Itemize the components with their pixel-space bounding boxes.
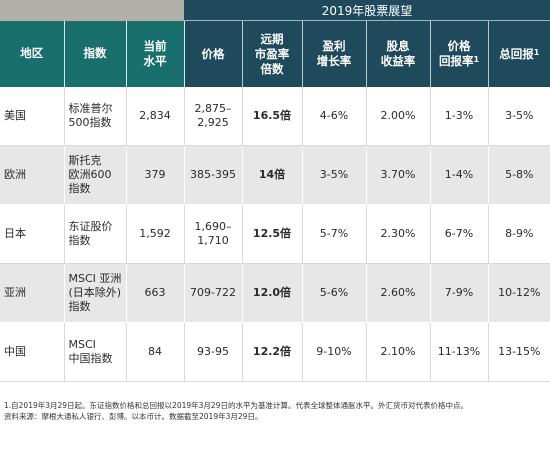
cell-current-level: 663 bbox=[126, 263, 185, 323]
cell-total-return: 10-12% bbox=[488, 263, 550, 323]
table-row: 中国 MSCI 中国指数 84 93-95 12.2倍 9-10% 2.10% … bbox=[0, 322, 550, 382]
table-row: 亚洲 MSCI 亚洲 (日本除外) 指数 663 709-722 12.0倍 5… bbox=[0, 263, 550, 323]
table-row: 日本 东证股价 指数 1,592 1,690– 1,710 12.5倍 5-7%… bbox=[0, 204, 550, 264]
cell-price-return: 7-9% bbox=[430, 263, 489, 323]
table-row: 美国 标准普尔 500指数 2,834 2,875– 2,925 16.5倍 4… bbox=[0, 87, 550, 146]
cell-index: 东证股价 指数 bbox=[64, 204, 127, 264]
header-band-row: 2019年股票展望 bbox=[0, 0, 550, 21]
cell-earnings-growth: 4-6% bbox=[302, 87, 367, 146]
cell-price: 385-395 bbox=[184, 145, 243, 205]
cell-price-return: 11-13% bbox=[430, 322, 489, 382]
cell-dividend-yield: 2.10% bbox=[366, 322, 431, 382]
cell-region: 亚洲 bbox=[0, 263, 65, 323]
header-band-title: 2019年股票展望 bbox=[184, 0, 550, 21]
cell-current-level: 84 bbox=[126, 322, 185, 382]
col-header-price-return: 价格 回报率1 bbox=[430, 20, 489, 87]
column-header-row: 地区 指数 当前 水平 价格 远期 市盈率 倍数 盈利 增长率 股息 收益率 价… bbox=[0, 20, 550, 87]
cell-dividend-yield: 2.60% bbox=[366, 263, 431, 323]
cell-index: MSCI 中国指数 bbox=[64, 322, 127, 382]
cell-total-return: 13-15% bbox=[488, 322, 550, 382]
cell-current-level: 2,834 bbox=[126, 87, 185, 146]
cell-earnings-growth: 5-6% bbox=[302, 263, 367, 323]
cell-region: 美国 bbox=[0, 87, 65, 146]
cell-index: 标准普尔 500指数 bbox=[64, 87, 127, 146]
cell-current-level: 379 bbox=[126, 145, 185, 205]
col-header-region: 地区 bbox=[0, 20, 65, 87]
col-header-dividend-yield: 股息 收益率 bbox=[366, 20, 431, 87]
cell-price: 93-95 bbox=[184, 322, 243, 382]
footnote-marker: 1 bbox=[533, 47, 540, 57]
cell-index: 斯托克 欧洲600 指数 bbox=[64, 145, 127, 205]
source-line: 资料来源：摩根大通私人银行、彭博。以本币计。数据截至2019年3月29日。 bbox=[4, 412, 263, 421]
col-header-current-level: 当前 水平 bbox=[126, 20, 185, 87]
header-band-blank bbox=[0, 0, 184, 21]
cell-forward-pe: 12.5倍 bbox=[242, 204, 303, 264]
footnote-marker: 1 bbox=[473, 55, 480, 64]
col-header-total-return: 总回报1 bbox=[488, 20, 550, 87]
footnotes: 1.自2019年3月29日起。东证指数价格和总回报以2019年3月29日的水平为… bbox=[4, 400, 548, 422]
cell-total-return: 3-5% bbox=[488, 87, 550, 146]
cell-region: 日本 bbox=[0, 204, 65, 264]
col-header-forward-pe: 远期 市盈率 倍数 bbox=[242, 20, 303, 87]
cell-price: 1,690– 1,710 bbox=[184, 204, 243, 264]
cell-earnings-growth: 3-5% bbox=[302, 145, 367, 205]
cell-earnings-growth: 5-7% bbox=[302, 204, 367, 264]
cell-price: 709-722 bbox=[184, 263, 243, 323]
col-header-earnings-growth: 盈利 增长率 bbox=[302, 20, 367, 87]
equity-outlook-table: 2019年股票展望 地区 指数 当前 水平 价格 远期 市盈率 倍数 盈利 增长… bbox=[0, 0, 550, 382]
cell-earnings-growth: 9-10% bbox=[302, 322, 367, 382]
cell-forward-pe: 12.0倍 bbox=[242, 263, 303, 323]
table-row: 欧洲 斯托克 欧洲600 指数 379 385-395 14倍 3-5% 3.7… bbox=[0, 145, 550, 205]
cell-total-return: 8-9% bbox=[488, 204, 550, 264]
cell-price: 2,875– 2,925 bbox=[184, 87, 243, 146]
cell-current-level: 1,592 bbox=[126, 204, 185, 264]
cell-index: MSCI 亚洲 (日本除外) 指数 bbox=[64, 263, 127, 323]
cell-region: 中国 bbox=[0, 322, 65, 382]
cell-price-return: 6-7% bbox=[430, 204, 489, 264]
cell-region: 欧洲 bbox=[0, 145, 65, 205]
cell-forward-pe: 14倍 bbox=[242, 145, 303, 205]
cell-dividend-yield: 2.30% bbox=[366, 204, 431, 264]
col-header-index: 指数 bbox=[64, 20, 127, 87]
cell-total-return: 5-8% bbox=[488, 145, 550, 205]
cell-price-return: 1-4% bbox=[430, 145, 489, 205]
cell-forward-pe: 16.5倍 bbox=[242, 87, 303, 146]
cell-dividend-yield: 3.70% bbox=[366, 145, 431, 205]
footnote-line: 1.自2019年3月29日起。东证指数价格和总回报以2019年3月29日的水平为… bbox=[4, 401, 468, 410]
cell-forward-pe: 12.2倍 bbox=[242, 322, 303, 382]
col-header-price: 价格 bbox=[184, 20, 243, 87]
cell-price-return: 1-3% bbox=[430, 87, 489, 146]
cell-dividend-yield: 2.00% bbox=[366, 87, 431, 146]
